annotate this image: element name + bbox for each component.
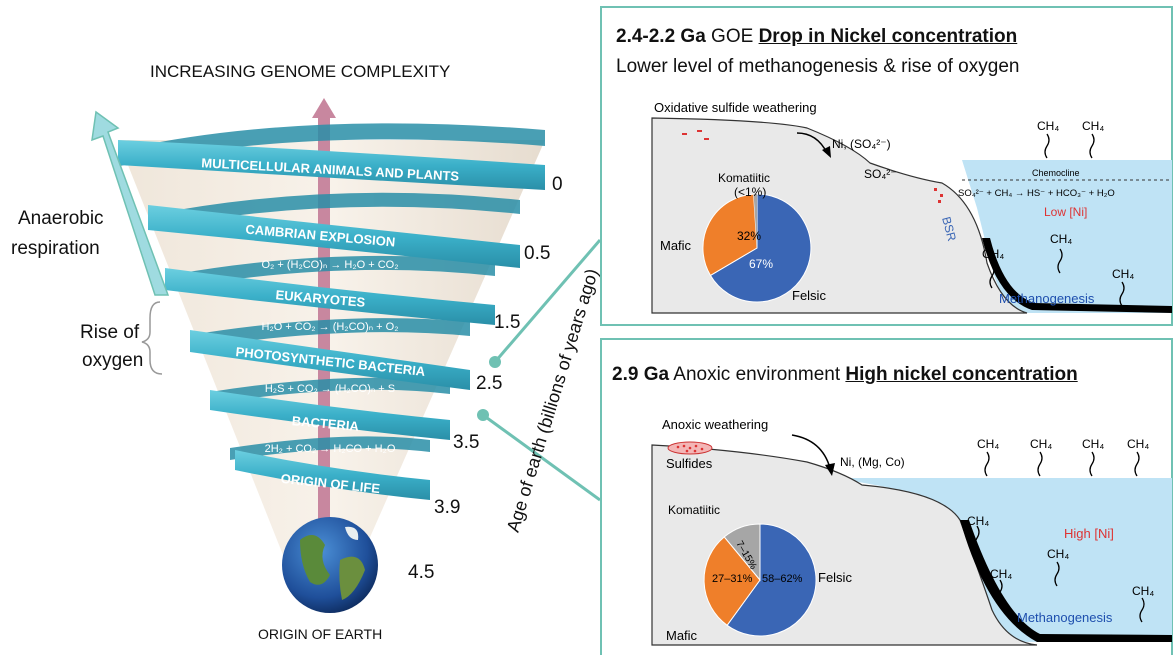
anaerobic-label-line1: Anaerobic	[18, 208, 104, 229]
red-mineral-marks	[682, 130, 943, 203]
panel-anoxic: 2.9 Ga Anoxic environment High nickel co…	[600, 338, 1173, 655]
anoxic-pie-chart: 27–31% 58–62% 7–15%	[703, 523, 817, 637]
goe-pie-chart: 32% 67%	[702, 193, 812, 303]
pie-slice-mafic	[702, 193, 758, 277]
evolution-spiral-diagram: MULTICELLULAR ANIMALS AND PLANTS CAMBRIA…	[91, 98, 600, 613]
pie-slice-komatiitic	[723, 523, 761, 582]
weathering-arrowhead	[822, 146, 831, 158]
complexity-arrow-head	[312, 98, 336, 118]
age-tick: 4.5	[408, 562, 435, 583]
ch4-label: CH₄	[1037, 119, 1059, 133]
age-tick: 0	[552, 174, 563, 195]
low-ni-label: Low [Ni]	[1044, 205, 1087, 219]
pie-label-felsic: Felsic	[792, 288, 826, 303]
weathering-arrowhead	[825, 463, 835, 476]
ch4-label: CH₄	[1132, 584, 1154, 598]
band-cambrian	[148, 205, 520, 268]
ch4-label: CH₄	[1047, 547, 1069, 561]
band-eukaryotes	[165, 268, 495, 325]
equation-label: H₂O + CO₂ → (H₂CO)ₙ + O₂	[262, 321, 399, 333]
pie-slice-komatiitic	[753, 193, 757, 248]
panel-goe-subtitle: Lower level of methanogenesis & rise of …	[616, 56, 1020, 77]
ch4-label: CH₄	[982, 247, 1004, 261]
pie-slice-felsic	[709, 193, 812, 303]
sediment-black	[960, 520, 1172, 642]
equation-label: O₂ + (H₂CO)ₙ → H₂O + CO₂	[262, 259, 399, 271]
age-tick: 0.5	[524, 243, 551, 264]
pie-value-felsic: 58–62%	[762, 573, 803, 585]
weathering-arrow	[791, 434, 831, 469]
spiral-back-segments	[120, 123, 545, 460]
anoxic-environment-figure: Anoxic weathering Sulfides Ni, (Mg, Co) …	[651, 417, 1172, 646]
pie-value-mafic: 27–31%	[712, 573, 753, 585]
oxygen-label-line1: Rise of	[80, 322, 140, 343]
goe-environment-figure: Oxidative sulfide weathering Ni, (SO₄²⁻)…	[651, 100, 1172, 314]
band-origin-of-life	[235, 450, 430, 500]
high-ni-label: High [Ni]	[1064, 526, 1114, 541]
equation-label: 2H₂ + CO₂ → H₂CO + H₂O	[265, 443, 396, 455]
age-tick: 1.5	[494, 312, 521, 333]
band-multicellular	[118, 140, 545, 190]
pie-label-komatiitic: Komatiitic	[718, 171, 770, 185]
ch4-label: CH₄	[1050, 232, 1072, 246]
sulfate-reaction: SO₄²⁻ + CH₄ → HS⁻ + HCO₃⁻ + H₂O	[958, 188, 1115, 199]
pie-value-komatiitic: (<1%)	[734, 185, 766, 199]
ch4-label: CH₄	[967, 514, 989, 528]
methanogenesis-label: Methanogenesis	[999, 291, 1095, 306]
pie-label-mafic: Mafic	[660, 238, 692, 253]
ocean-water	[837, 478, 1172, 642]
pie-label-felsic: Felsic	[818, 570, 852, 585]
ch4-label: CH₄	[1127, 437, 1149, 451]
bottom-label: ORIGIN OF EARTH	[258, 626, 383, 642]
ch4-bubble-arrows	[989, 133, 1125, 307]
continent-shape	[300, 535, 330, 585]
panel-goe: 2.4-2.2 Ga GOE Drop in Nickel concentrat…	[600, 6, 1173, 326]
ocean-water	[962, 160, 1172, 313]
band-label: BACTERIA	[291, 413, 360, 434]
ch4-bubble-arrows	[974, 451, 1145, 623]
anaerobic-label-line2: respiration	[11, 238, 100, 259]
pie-label-komatiitic: Komatiitic	[668, 503, 720, 517]
panel-goe-title: 2.4-2.2 Ga GOE Drop in Nickel concentrat…	[616, 26, 1018, 47]
connector-line-bottom	[482, 413, 600, 502]
ni-mg-co-label: Ni, (Mg, Co)	[840, 455, 905, 469]
cloud-shape	[345, 526, 359, 540]
connector-line-top	[493, 239, 600, 363]
ch4-label: CH₄	[990, 567, 1012, 581]
ni-so4-label: Ni, (SO₄²⁻)	[832, 137, 891, 151]
so4-label: SO₄²⁻	[864, 167, 897, 181]
age-tick: 3.5	[453, 432, 480, 453]
weathering-label: Oxidative sulfide weathering	[654, 100, 817, 115]
equation-label: H₂S + CO₂ → (H₂CO)ₙ + S	[265, 383, 395, 395]
ch4-label: CH₄	[1082, 119, 1104, 133]
age-tick: 3.9	[434, 497, 461, 518]
sulfides-label: Sulfides	[666, 456, 713, 471]
ch4-label: CH₄	[1112, 267, 1134, 281]
weathering-label: Anoxic weathering	[662, 417, 768, 432]
pie-label-mafic: Mafic	[666, 628, 698, 643]
ch4-label: CH₄	[1030, 437, 1052, 451]
chemocline-label: Chemocline	[1032, 168, 1080, 178]
oxygen-bracket	[141, 301, 163, 375]
methanogenesis-label: Methanogenesis	[1017, 610, 1113, 625]
oxygen-label-line2: oxygen	[82, 350, 144, 371]
earth-globe-icon	[282, 517, 378, 613]
anaerobic-arrow	[91, 110, 170, 296]
bsr-label: BSR	[939, 215, 959, 243]
panel-anoxic-title: 2.9 Ga Anoxic environment High nickel co…	[612, 364, 1078, 385]
pie-value-felsic: 67%	[749, 257, 773, 271]
band-photosynthetic	[190, 330, 470, 390]
ch4-label: CH₄	[977, 437, 999, 451]
age-tick: 2.5	[476, 373, 503, 394]
band-bacteria	[210, 390, 450, 440]
top-label: INCREASING GENOME COMPLEXITY	[150, 62, 451, 81]
continent-shape	[339, 556, 365, 600]
pie-value-mafic: 32%	[737, 229, 761, 243]
ch4-label: CH₄	[1082, 437, 1104, 451]
sulfide-dots	[676, 444, 704, 453]
pie-slice-mafic	[703, 536, 761, 626]
spiral-bands	[118, 140, 545, 500]
pie-slice-felsic	[726, 523, 817, 637]
